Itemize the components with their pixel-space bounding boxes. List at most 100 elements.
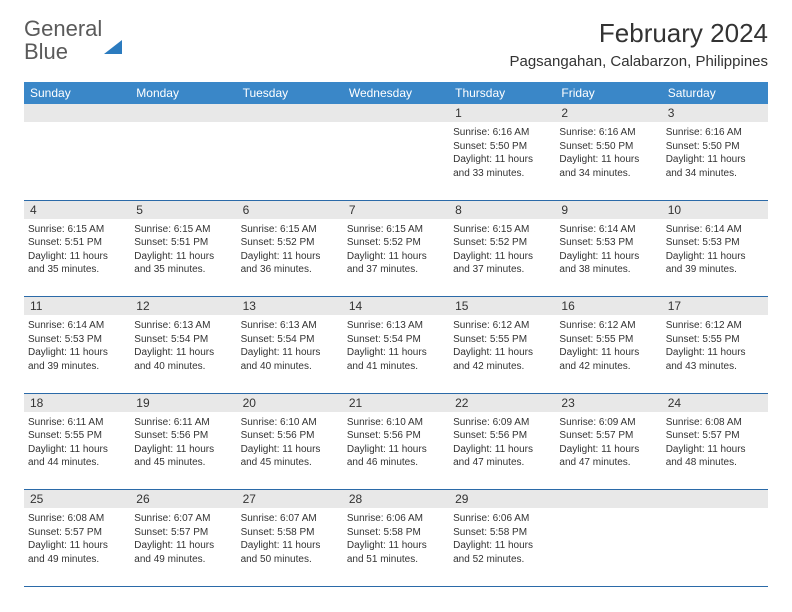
day-details: Sunrise: 6:12 AMSunset: 5:55 PMDaylight:…: [453, 319, 551, 373]
day-number: 24: [668, 396, 681, 410]
day-number-cell: 14: [343, 297, 449, 316]
day-details: Sunrise: 6:06 AMSunset: 5:58 PMDaylight:…: [347, 512, 445, 566]
day-number: 22: [455, 396, 468, 410]
weekday-header: Thursday: [449, 82, 555, 104]
day-number-cell: 3: [662, 104, 768, 122]
day-number-cell: 16: [555, 297, 661, 316]
day-number-cell: 4: [24, 200, 130, 219]
day-number: 13: [243, 299, 256, 313]
day-number: 28: [349, 492, 362, 506]
day-number-cell: [662, 490, 768, 509]
day-details: Sunrise: 6:09 AMSunset: 5:57 PMDaylight:…: [559, 416, 657, 470]
day-number: 18: [30, 396, 43, 410]
day-content-row: Sunrise: 6:16 AMSunset: 5:50 PMDaylight:…: [24, 122, 768, 200]
day-cell: Sunrise: 6:16 AMSunset: 5:50 PMDaylight:…: [555, 122, 661, 200]
day-details: Sunrise: 6:07 AMSunset: 5:57 PMDaylight:…: [134, 512, 232, 566]
day-number-cell: 24: [662, 393, 768, 412]
day-details: Sunrise: 6:07 AMSunset: 5:58 PMDaylight:…: [241, 512, 339, 566]
day-cell: Sunrise: 6:09 AMSunset: 5:57 PMDaylight:…: [555, 412, 661, 490]
weekday-header: Friday: [555, 82, 661, 104]
day-content-row: Sunrise: 6:15 AMSunset: 5:51 PMDaylight:…: [24, 219, 768, 297]
day-number: 6: [243, 203, 250, 217]
day-number: 1: [455, 106, 462, 120]
day-number: 25: [30, 492, 43, 506]
page-header: General Blue February 2024 Pagsangahan, …: [24, 18, 768, 70]
day-number: 27: [243, 492, 256, 506]
day-number-cell: 6: [237, 200, 343, 219]
day-cell: Sunrise: 6:16 AMSunset: 5:50 PMDaylight:…: [662, 122, 768, 200]
day-number-cell: 27: [237, 490, 343, 509]
day-cell: Sunrise: 6:08 AMSunset: 5:57 PMDaylight:…: [662, 412, 768, 490]
day-details: Sunrise: 6:11 AMSunset: 5:56 PMDaylight:…: [134, 416, 232, 470]
day-cell: Sunrise: 6:10 AMSunset: 5:56 PMDaylight:…: [237, 412, 343, 490]
day-number-cell: 19: [130, 393, 236, 412]
day-cell: Sunrise: 6:15 AMSunset: 5:51 PMDaylight:…: [24, 219, 130, 297]
day-number: 23: [561, 396, 574, 410]
day-number-row: 1 2 3: [24, 104, 768, 122]
day-number-row: 11 12 13 14 15 1617: [24, 297, 768, 316]
day-number-cell: [237, 104, 343, 122]
day-cell: Sunrise: 6:15 AMSunset: 5:52 PMDaylight:…: [237, 219, 343, 297]
day-number: 21: [349, 396, 362, 410]
weekday-header: Saturday: [662, 82, 768, 104]
logo-triangle-icon: [104, 23, 122, 54]
calendar-table: Sunday Monday Tuesday Wednesday Thursday…: [24, 82, 768, 587]
day-cell: [555, 508, 661, 586]
day-number-cell: [555, 490, 661, 509]
day-cell: Sunrise: 6:11 AMSunset: 5:55 PMDaylight:…: [24, 412, 130, 490]
day-number-cell: 17: [662, 297, 768, 316]
day-number: 26: [136, 492, 149, 506]
day-number-cell: 15: [449, 297, 555, 316]
day-details: Sunrise: 6:10 AMSunset: 5:56 PMDaylight:…: [241, 416, 339, 470]
day-number-row: 25 26 27 28 29: [24, 490, 768, 509]
weekday-header-row: Sunday Monday Tuesday Wednesday Thursday…: [24, 82, 768, 104]
day-number: 4: [30, 203, 37, 217]
day-number-cell: 10: [662, 200, 768, 219]
day-cell: Sunrise: 6:09 AMSunset: 5:56 PMDaylight:…: [449, 412, 555, 490]
day-details: Sunrise: 6:16 AMSunset: 5:50 PMDaylight:…: [666, 126, 764, 180]
day-number: 11: [30, 299, 42, 313]
day-details: Sunrise: 6:11 AMSunset: 5:55 PMDaylight:…: [28, 416, 126, 470]
day-number-row: 18 1920 21 22 23 24: [24, 393, 768, 412]
day-number-cell: 26: [130, 490, 236, 509]
month-title: February 2024: [509, 18, 768, 49]
day-number: 12: [136, 299, 149, 313]
logo-text-general: General: [24, 16, 102, 41]
day-number: 5: [136, 203, 143, 217]
day-cell: Sunrise: 6:15 AMSunset: 5:51 PMDaylight:…: [130, 219, 236, 297]
day-details: Sunrise: 6:09 AMSunset: 5:56 PMDaylight:…: [453, 416, 551, 470]
day-number-cell: 12: [130, 297, 236, 316]
day-number-cell: 25: [24, 490, 130, 509]
day-number-cell: 11: [24, 297, 130, 316]
day-number-cell: 21: [343, 393, 449, 412]
day-details: Sunrise: 6:13 AMSunset: 5:54 PMDaylight:…: [347, 319, 445, 373]
weekday-header: Wednesday: [343, 82, 449, 104]
day-number: 9: [561, 203, 568, 217]
day-cell: Sunrise: 6:12 AMSunset: 5:55 PMDaylight:…: [555, 315, 661, 393]
weekday-header: Monday: [130, 82, 236, 104]
day-number-cell: 20: [237, 393, 343, 412]
day-number-cell: 23: [555, 393, 661, 412]
day-cell: Sunrise: 6:13 AMSunset: 5:54 PMDaylight:…: [237, 315, 343, 393]
day-details: Sunrise: 6:12 AMSunset: 5:55 PMDaylight:…: [559, 319, 657, 373]
weekday-header: Tuesday: [237, 82, 343, 104]
day-number-cell: 22: [449, 393, 555, 412]
day-cell: Sunrise: 6:15 AMSunset: 5:52 PMDaylight:…: [449, 219, 555, 297]
day-details: Sunrise: 6:14 AMSunset: 5:53 PMDaylight:…: [28, 319, 126, 373]
day-details: Sunrise: 6:15 AMSunset: 5:51 PMDaylight:…: [134, 223, 232, 277]
day-cell: Sunrise: 6:12 AMSunset: 5:55 PMDaylight:…: [662, 315, 768, 393]
day-cell: Sunrise: 6:11 AMSunset: 5:56 PMDaylight:…: [130, 412, 236, 490]
day-number-cell: 1: [449, 104, 555, 122]
day-number: 8: [455, 203, 462, 217]
day-number-cell: 2: [555, 104, 661, 122]
day-number: 2: [561, 106, 568, 120]
day-content-row: Sunrise: 6:14 AMSunset: 5:53 PMDaylight:…: [24, 315, 768, 393]
day-content-row: Sunrise: 6:08 AMSunset: 5:57 PMDaylight:…: [24, 508, 768, 586]
day-number-cell: 28: [343, 490, 449, 509]
day-number-cell: 29: [449, 490, 555, 509]
day-cell: Sunrise: 6:14 AMSunset: 5:53 PMDaylight:…: [24, 315, 130, 393]
location-subtitle: Pagsangahan, Calabarzon, Philippines: [509, 53, 768, 70]
day-number: 15: [455, 299, 468, 313]
day-details: Sunrise: 6:06 AMSunset: 5:58 PMDaylight:…: [453, 512, 551, 566]
day-cell: Sunrise: 6:12 AMSunset: 5:55 PMDaylight:…: [449, 315, 555, 393]
